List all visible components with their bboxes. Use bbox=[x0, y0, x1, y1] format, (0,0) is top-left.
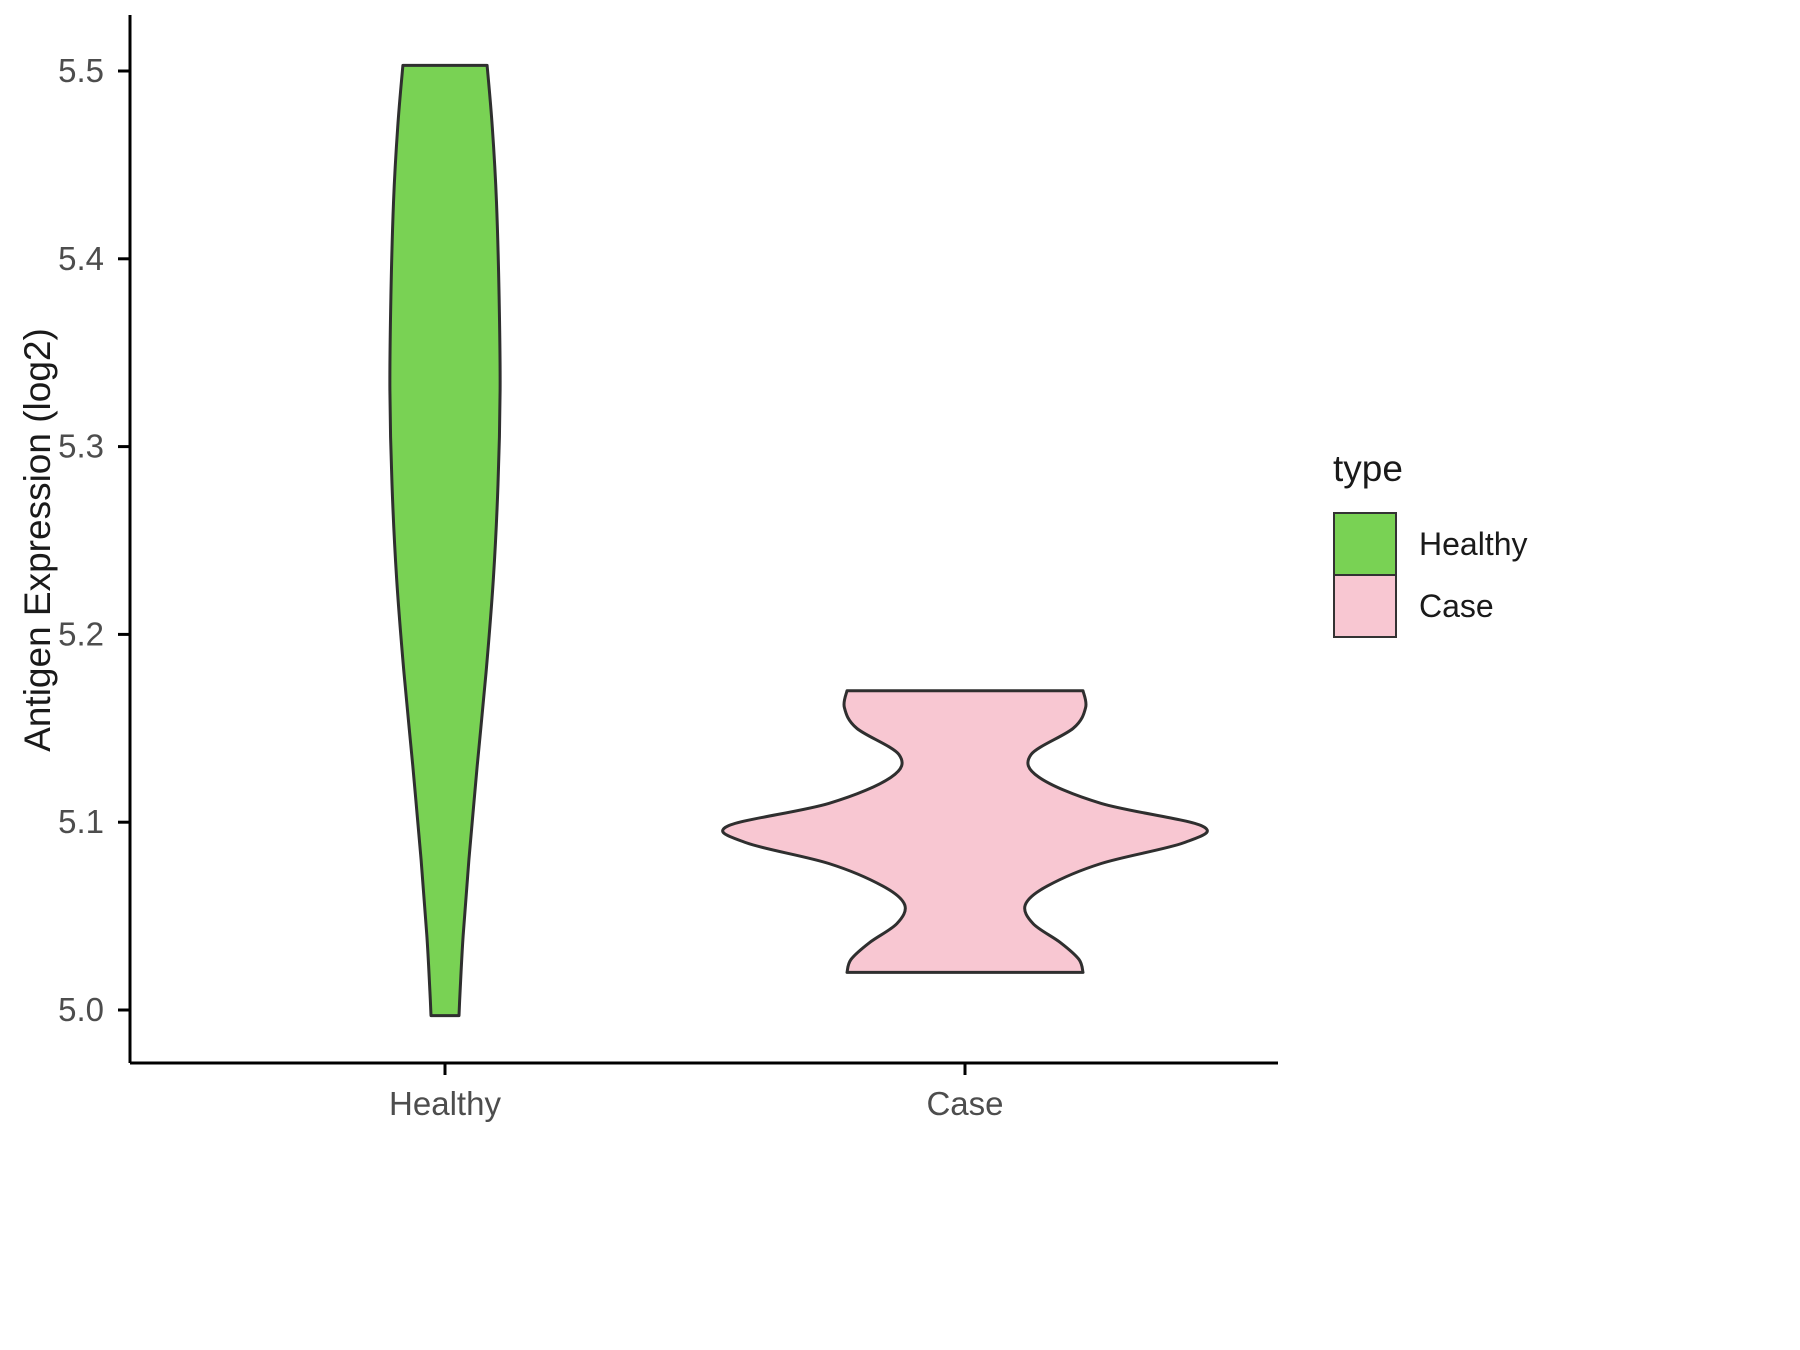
x-tick-label: Case bbox=[926, 1085, 1003, 1122]
violin-case bbox=[721, 689, 1209, 974]
y-tick-label: 5.1 bbox=[58, 803, 104, 840]
violin-healthy bbox=[388, 63, 502, 1018]
legend: type Healthy Case bbox=[1333, 448, 1528, 638]
legend-label: Healthy bbox=[1419, 525, 1528, 562]
x-tick-label: Healthy bbox=[389, 1085, 501, 1122]
y-tick-label: 5.0 bbox=[58, 991, 104, 1028]
y-tick-label: 5.5 bbox=[58, 52, 104, 89]
legend-title: type bbox=[1333, 448, 1403, 489]
legend-label: Case bbox=[1419, 587, 1494, 624]
legend-items: Healthy Case bbox=[1333, 512, 1528, 638]
y-tick-label: 5.4 bbox=[58, 240, 104, 277]
y-axis-title: Antigen Expression (log2) bbox=[17, 328, 58, 752]
legend-item-healthy: Healthy bbox=[1333, 512, 1528, 576]
legend-swatch-case bbox=[1333, 574, 1397, 638]
y-tick-label: 5.2 bbox=[58, 615, 104, 652]
legend-swatch-healthy bbox=[1333, 512, 1397, 576]
legend-item-case: Case bbox=[1333, 574, 1528, 638]
y-tick-label: 5.3 bbox=[58, 428, 104, 465]
